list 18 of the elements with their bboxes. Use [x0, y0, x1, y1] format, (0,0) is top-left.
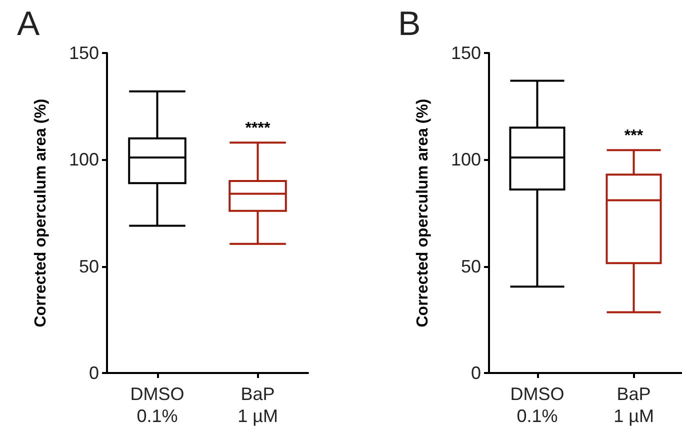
chart-title: A	[17, 5, 40, 43]
x-tick-label: DMSO 0.1%	[130, 384, 184, 426]
y-tick-label: 100	[450, 150, 481, 170]
x-tick-label: BaP 1 µM	[238, 384, 278, 426]
x-tick-label: DMSO 0.1%	[510, 384, 564, 426]
y-tick-label: 0	[470, 363, 481, 383]
y-tick-label: 150	[450, 43, 481, 63]
y-tick-label: 50	[78, 256, 99, 276]
y-tick-label: 150	[68, 43, 99, 63]
y-axis-title: Corrected operculum area (%)	[32, 98, 50, 328]
y-axis-title: Corrected operculum area (%)	[414, 98, 432, 328]
chart-title: B	[398, 5, 421, 43]
y-tick-label: 50	[460, 256, 481, 276]
y-tick-label: 0	[88, 363, 99, 383]
annotation: ****	[245, 120, 271, 138]
x-tick-label: BaP 1 µM	[614, 384, 654, 426]
y-tick-label: 100	[68, 150, 99, 170]
annotation: ***	[624, 128, 644, 145]
